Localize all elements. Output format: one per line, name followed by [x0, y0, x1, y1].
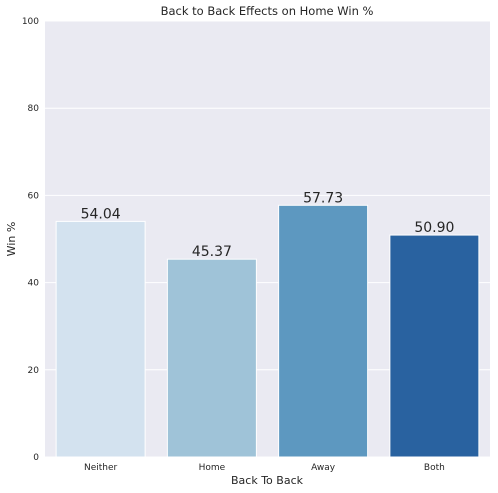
- value-label: 57.73: [303, 190, 343, 206]
- chart-title: Back to Back Effects on Home Win %: [161, 4, 374, 18]
- bar-both: [389, 234, 480, 458]
- x-tick-label: Home: [199, 463, 226, 473]
- bar-away: [278, 204, 369, 458]
- y-tick-label: 0: [33, 453, 39, 463]
- y-tick-label: 20: [28, 366, 40, 376]
- value-label: 50.90: [414, 220, 454, 236]
- x-tick-label: Away: [311, 463, 336, 473]
- bars: [55, 204, 480, 458]
- y-tick-labels: 0 20 40 60 80 100: [22, 17, 39, 463]
- y-tick-label: 40: [28, 279, 40, 289]
- value-labels: 54.04 45.37 57.73 50.90: [81, 190, 455, 260]
- x-tick-labels: Neither Home Away Both: [84, 463, 445, 473]
- y-tick-label: 80: [28, 104, 40, 114]
- y-axis-label: Win %: [5, 222, 18, 257]
- x-tick-label: Both: [424, 463, 445, 473]
- value-label: 54.04: [81, 206, 121, 222]
- bar-neither: [55, 220, 146, 458]
- y-tick-label: 100: [22, 17, 39, 27]
- y-tick-label: 60: [28, 191, 40, 201]
- x-axis-label: Back To Back: [231, 474, 304, 487]
- x-tick-label: Neither: [84, 463, 118, 473]
- value-label: 45.37: [192, 244, 232, 260]
- bar-home: [166, 258, 257, 458]
